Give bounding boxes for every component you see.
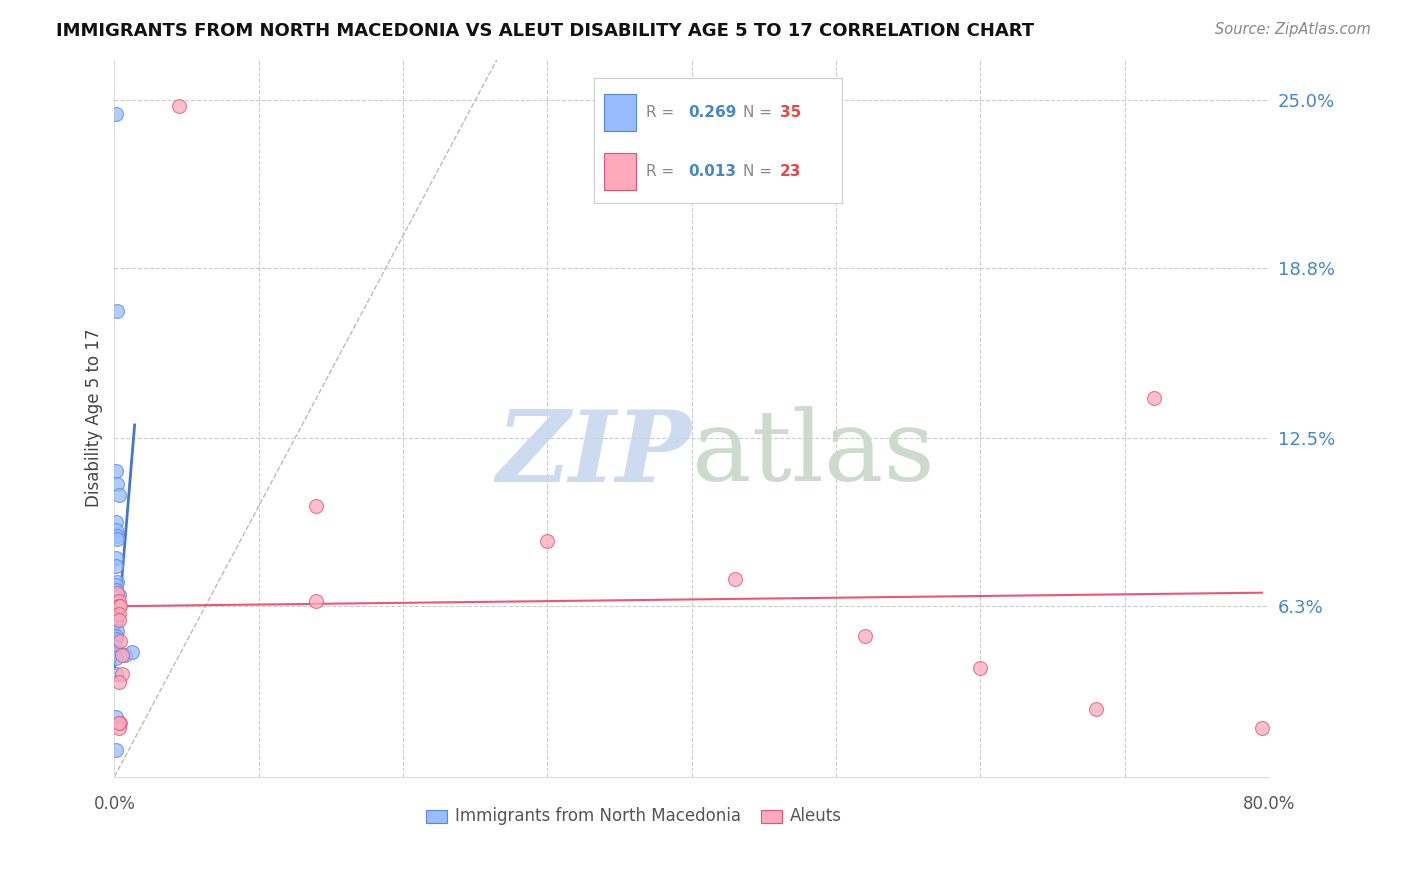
Point xyxy=(105,574,128,589)
Point xyxy=(107,599,129,614)
Point xyxy=(1143,391,1166,405)
Point xyxy=(969,661,991,675)
Point xyxy=(853,629,876,643)
Point xyxy=(121,645,143,659)
Point xyxy=(1251,721,1274,735)
Point xyxy=(107,588,129,602)
Point xyxy=(104,106,127,120)
Point xyxy=(105,599,128,614)
Text: atlas: atlas xyxy=(692,406,935,502)
Point xyxy=(104,602,127,616)
Point xyxy=(111,648,134,662)
Text: IMMIGRANTS FROM NORTH MACEDONIA VS ALEUT DISABILITY AGE 5 TO 17 CORRELATION CHAR: IMMIGRANTS FROM NORTH MACEDONIA VS ALEUT… xyxy=(56,22,1035,40)
Point xyxy=(104,577,127,591)
Point xyxy=(108,599,131,614)
Point xyxy=(105,585,128,599)
Point xyxy=(104,610,127,624)
Point xyxy=(536,534,558,549)
Point xyxy=(108,634,131,648)
Point xyxy=(105,477,128,491)
Bar xyxy=(426,811,447,823)
Point xyxy=(105,532,128,546)
Point xyxy=(105,529,128,543)
Point xyxy=(104,524,127,538)
Point xyxy=(104,615,127,630)
Point xyxy=(104,650,127,665)
Point xyxy=(724,572,747,586)
Point xyxy=(105,599,128,614)
Point xyxy=(105,304,128,318)
Point xyxy=(104,550,127,565)
Point xyxy=(108,715,131,730)
Point xyxy=(169,98,191,112)
Point xyxy=(104,516,127,530)
Bar xyxy=(761,811,782,823)
Point xyxy=(104,629,127,643)
Point xyxy=(104,666,127,681)
Point xyxy=(104,645,127,659)
Point xyxy=(104,613,127,627)
Point xyxy=(107,594,129,608)
Point xyxy=(104,640,127,654)
Point xyxy=(107,675,129,690)
Point xyxy=(1084,702,1107,716)
Text: 0.0%: 0.0% xyxy=(93,795,135,813)
Point xyxy=(104,632,127,646)
Text: ZIP: ZIP xyxy=(496,406,692,502)
Text: Immigrants from North Macedonia: Immigrants from North Macedonia xyxy=(456,807,741,825)
Point xyxy=(305,594,328,608)
Point xyxy=(107,715,129,730)
Point xyxy=(104,558,127,573)
Point xyxy=(107,488,129,502)
Text: 80.0%: 80.0% xyxy=(1243,795,1295,813)
Point xyxy=(114,648,136,662)
Point xyxy=(107,613,129,627)
Point xyxy=(104,582,127,597)
Text: Source: ZipAtlas.com: Source: ZipAtlas.com xyxy=(1215,22,1371,37)
Point xyxy=(104,605,127,619)
Y-axis label: Disability Age 5 to 17: Disability Age 5 to 17 xyxy=(86,329,103,508)
Point xyxy=(104,464,127,478)
Point xyxy=(107,721,129,735)
Point xyxy=(111,666,134,681)
Point xyxy=(104,607,127,622)
Point xyxy=(104,710,127,724)
Point xyxy=(107,607,129,622)
Text: Aleuts: Aleuts xyxy=(790,807,842,825)
Point xyxy=(105,624,128,638)
Point xyxy=(104,742,127,756)
Point xyxy=(104,594,127,608)
Point xyxy=(305,499,328,513)
